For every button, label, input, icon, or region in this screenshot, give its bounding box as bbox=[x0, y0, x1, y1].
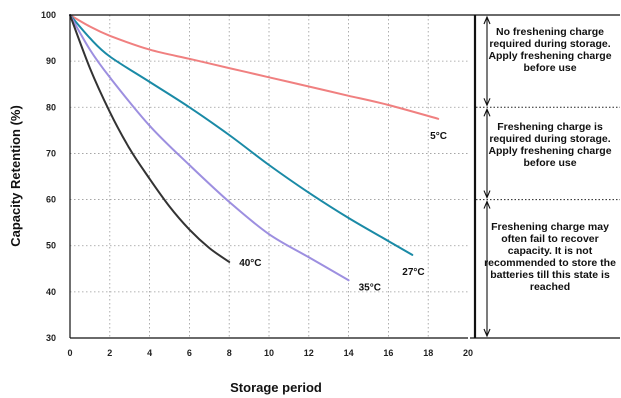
series-label-1: 27°C bbox=[402, 267, 424, 278]
zone-arrowhead-down-2 bbox=[483, 328, 491, 338]
series-line-2 bbox=[69, 14, 350, 282]
y-tick-label: 100 bbox=[41, 10, 56, 20]
zone-note-no-charge: No freshening charge required during sto… bbox=[488, 26, 612, 74]
series-line-3 bbox=[69, 14, 231, 263]
x-tick-label: 6 bbox=[187, 348, 192, 358]
y-tick-label: 40 bbox=[46, 287, 56, 297]
zone-note-charge-required: Freshening charge is required during sto… bbox=[488, 121, 612, 169]
y-axis-title: Capacity Retention (%) bbox=[8, 105, 23, 247]
plot-frame bbox=[69, 14, 620, 339]
grid bbox=[70, 15, 468, 338]
x-axis-title: Storage period bbox=[230, 380, 322, 395]
series-lines bbox=[69, 14, 440, 282]
zone-arrowhead-up-1 bbox=[483, 107, 491, 117]
x-tick-label: 4 bbox=[147, 348, 152, 358]
series-label-2: 35°C bbox=[359, 282, 381, 293]
zone-arrowhead-down-0 bbox=[483, 98, 491, 107]
storage-zone-markers bbox=[476, 15, 620, 338]
y-tick-label: 30 bbox=[46, 333, 56, 343]
x-tick-label: 2 bbox=[107, 348, 112, 358]
y-tick-label: 80 bbox=[46, 102, 56, 112]
y-tick-label: 50 bbox=[46, 241, 56, 251]
x-tick-label: 0 bbox=[67, 348, 72, 358]
zone-arrowhead-down-1 bbox=[483, 190, 491, 199]
tick-labels: 100 90 80 70 60 50 40 30 0 2 4 6 8 10 12 14 16 18 20 bbox=[41, 10, 473, 358]
zone-note-fail-recover: Freshening charge may often fail to reco… bbox=[484, 221, 616, 293]
x-tick-label: 20 bbox=[463, 348, 473, 358]
x-tick-label: 14 bbox=[344, 348, 354, 358]
zone-arrowhead-up-0 bbox=[483, 15, 491, 25]
series-label-0: 5°C bbox=[430, 131, 447, 142]
series-label-3: 40°C bbox=[239, 258, 261, 269]
y-tick-label: 60 bbox=[46, 195, 56, 205]
zone-arrowhead-up-2 bbox=[483, 200, 491, 209]
x-tick-label: 12 bbox=[304, 348, 314, 358]
y-tick-label: 70 bbox=[46, 148, 56, 158]
y-tick-label: 90 bbox=[46, 56, 56, 66]
series-labels: 5°C 27°C 35°C 40°C bbox=[239, 131, 447, 294]
x-tick-label: 8 bbox=[227, 348, 232, 358]
series-line-1 bbox=[69, 14, 414, 256]
series-line-0 bbox=[69, 14, 440, 120]
x-tick-label: 10 bbox=[264, 348, 274, 358]
x-tick-label: 16 bbox=[383, 348, 393, 358]
x-tick-label: 18 bbox=[423, 348, 433, 358]
